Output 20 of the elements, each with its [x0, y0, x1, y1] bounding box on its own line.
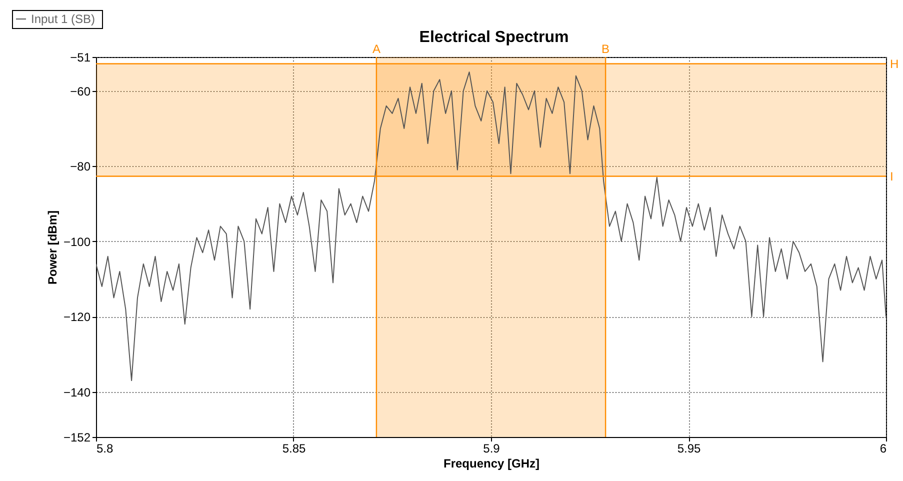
chart-title: Electrical Spectrum: [419, 29, 569, 46]
x-tick-label: 5.8: [96, 442, 114, 456]
y-tick-label: −100: [63, 234, 91, 249]
ref-line-label: B: [602, 42, 610, 56]
x-tick-label: 5.9: [483, 442, 500, 456]
legend-label: Input 1 (SB): [31, 12, 96, 26]
ref-line-label: A: [372, 42, 380, 56]
x-tick-label: 5.85: [282, 442, 306, 456]
y-tick-label: −51: [70, 50, 91, 64]
y-tick-label: −60: [70, 84, 91, 98]
y-tick-label: −120: [63, 310, 91, 324]
y-axis-title: Power [dBm]: [45, 210, 60, 285]
x-tick-label: 6: [880, 442, 887, 456]
x-axis-title: Frequency [GHz]: [443, 456, 540, 470]
y-tick-label: −80: [70, 160, 91, 174]
ref-line-label: H: [890, 56, 899, 71]
y-tick-label: −140: [63, 385, 91, 400]
ref-line-label: I: [890, 169, 894, 184]
x-tick-label: 5.95: [677, 442, 701, 456]
y-tick-label: −152: [63, 430, 91, 444]
